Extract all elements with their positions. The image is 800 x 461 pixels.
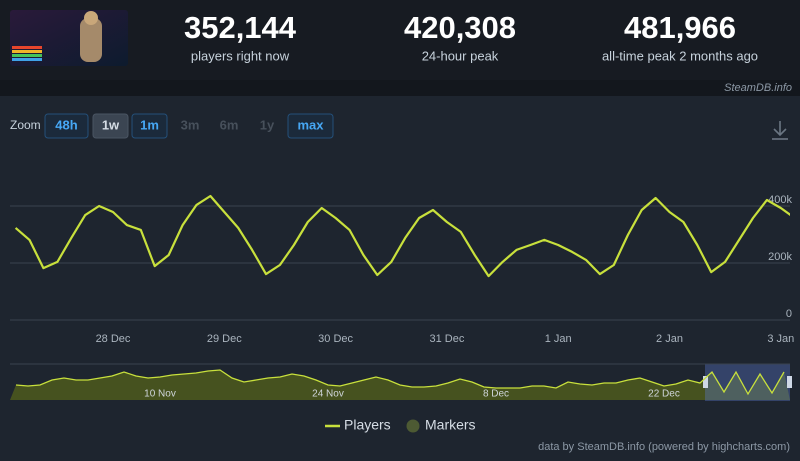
navigator-line (15, 369, 785, 396)
zoom-button-label: 1w (102, 117, 120, 132)
zoom-button: 6m (220, 117, 239, 132)
header-bg (0, 0, 800, 80)
y-tick-label: 400k (768, 194, 792, 206)
navigator-label: 24 Nov (312, 389, 344, 400)
source-label: SteamDB.info (724, 82, 792, 94)
series-line (14, 194, 790, 278)
zoom-button-label: 1m (140, 117, 159, 132)
navigator-label: 22 Dec (648, 389, 680, 400)
game-logo[interactable] (10, 10, 128, 66)
zoom-button[interactable]: 1w (92, 113, 129, 139)
stat-label: 24-hour peak (422, 48, 499, 63)
zoom-button-label: 1y (260, 117, 275, 132)
stat-label: all-time peak 2 months ago (602, 48, 758, 63)
zoom-button-bg (131, 113, 168, 139)
zoom-button[interactable]: 1m (131, 113, 168, 139)
zoom-button-label: 3m (181, 117, 200, 132)
zoom-button: 1y (260, 117, 275, 132)
x-tick-label: 31 Dec (429, 333, 464, 345)
legend-item[interactable]: Players (325, 417, 391, 433)
zoom-button-bg (92, 113, 129, 139)
zoom-button-label: max (297, 117, 324, 132)
download-icon[interactable] (772, 121, 788, 140)
stat-value: 420,308 (404, 10, 516, 45)
stat-value: 481,966 (624, 10, 736, 45)
x-tick-label: 29 Dec (207, 333, 242, 345)
zoom-button: 3m (181, 117, 200, 132)
source-bar (0, 80, 800, 96)
x-tick-label: 2 Jan (656, 333, 683, 345)
y-tick-label: 200k (768, 251, 792, 263)
x-tick-label: 30 Dec (318, 333, 353, 345)
zoom-button-label: 48h (55, 117, 77, 132)
zoom-button-label: 6m (220, 117, 239, 132)
navigator-handle[interactable] (787, 376, 792, 388)
navigator-label: 8 Dec (483, 389, 509, 400)
legend-item[interactable]: Markers (406, 417, 476, 433)
navigator-window[interactable] (705, 364, 790, 401)
zoom-button[interactable]: 48h (44, 113, 89, 139)
stat-value: 352,144 (184, 10, 297, 45)
x-tick-label: 1 Jan (545, 333, 572, 345)
y-tick-label: 0 (786, 308, 792, 320)
legend-label: Players (344, 417, 391, 433)
navigator-handle[interactable] (703, 376, 708, 388)
chart-panel (0, 96, 800, 461)
credit: data by SteamDB.info (powered by highcha… (538, 441, 790, 453)
zoom-button-bg (287, 113, 334, 139)
legend-label: Markers (425, 417, 476, 433)
zoom-button[interactable]: max (287, 113, 334, 139)
legend-marker (406, 419, 420, 433)
stat-label: players right now (191, 48, 290, 63)
zoom-button-bg (44, 113, 89, 139)
x-tick-label: 3 Jan (767, 333, 794, 345)
x-tick-label: 28 Dec (96, 333, 131, 345)
navigator-label: 10 Nov (144, 389, 176, 400)
zoom-label: Zoom (10, 118, 41, 132)
